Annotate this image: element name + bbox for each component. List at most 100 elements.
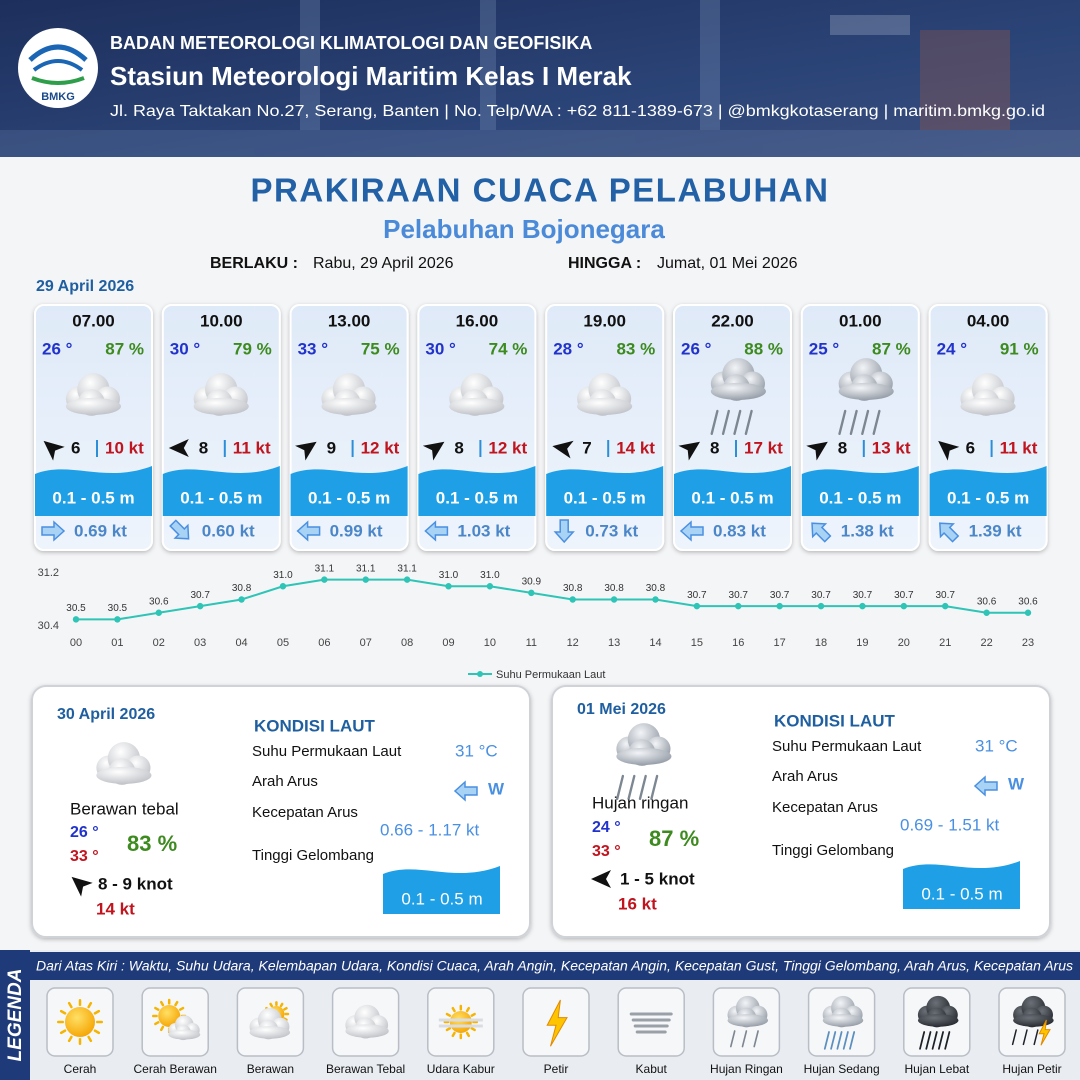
- forecast-time: 13.00: [328, 311, 371, 330]
- data-label: 31.0: [480, 570, 500, 581]
- legend-item-label: Petir: [544, 1062, 569, 1076]
- sea-label: Suhu Permukaan Laut: [252, 743, 402, 760]
- sun-ray: [159, 1000, 165, 1007]
- data-point: [817, 602, 825, 610]
- current-direction: W: [488, 779, 505, 798]
- data-label: 30.7: [190, 590, 210, 601]
- rain-drop: [638, 774, 647, 800]
- agency-name: BADAN METEOROLOGI KLIMATOLOGI DAN GEOFIS…: [110, 33, 592, 53]
- data-point: [403, 576, 411, 583]
- forecast-card: 10.00 30 ° 79 % 8 11 kt 0.1 - 0.5 m 0.60 kt: [161, 304, 281, 551]
- humidity: 91 %: [1000, 339, 1039, 358]
- current-speed: 1.03 kt: [457, 521, 510, 540]
- sun-ray: [93, 1029, 101, 1035]
- legend-item-label: Cerah: [64, 1062, 97, 1076]
- legend-description-bar: [30, 952, 1080, 980]
- gust-speed: 13 kt: [872, 438, 911, 457]
- rain-drop: [842, 1031, 849, 1050]
- rain-drop: [838, 409, 847, 435]
- cloud-icon: [249, 1007, 291, 1040]
- wave-height: 0.1 - 0.5 m: [921, 884, 1002, 903]
- rain-drop: [721, 409, 730, 435]
- wind-direction-arrow: [168, 439, 189, 457]
- legend-swatch-dot: [477, 671, 483, 677]
- data-point: [362, 576, 369, 583]
- legend-stripe: [0, 950, 30, 1080]
- x-tick-label: 11: [526, 637, 537, 649]
- rain-drop: [1022, 1029, 1028, 1046]
- sea-surface-temp: 31 °C: [455, 741, 498, 760]
- x-tick-label: 12: [567, 637, 579, 649]
- cloud-icon: [168, 1015, 201, 1041]
- wind-speed-range: 8 - 9 knot: [98, 874, 173, 893]
- wind-direction-arrow: [938, 440, 960, 461]
- data-point: [114, 616, 121, 623]
- data-point: [321, 576, 328, 583]
- wave-shape: [801, 466, 919, 516]
- data-point: [776, 602, 783, 610]
- forecast-time: 07.00: [72, 311, 115, 330]
- data-label: 30.7: [935, 590, 955, 601]
- current-direction-arrow: [973, 775, 998, 797]
- current-direction-arrow: [679, 520, 704, 542]
- rain-drop: [849, 1031, 856, 1050]
- day-date: 29 April 2026: [36, 278, 134, 295]
- cloud-base: [449, 397, 505, 415]
- rain-drop: [861, 409, 870, 435]
- legend-item-label: Hujan Petir: [1002, 1062, 1061, 1076]
- wind-speed: 9: [327, 438, 336, 457]
- data-label: 30.6: [977, 596, 997, 607]
- cloud-icon: [960, 373, 1016, 416]
- data-label: 30.5: [66, 603, 86, 614]
- current-speed: 1.38 kt: [841, 521, 894, 540]
- data-point: [445, 583, 452, 590]
- air-temperature: 26 °: [681, 339, 712, 358]
- gust-speed: 11 kt: [233, 438, 271, 457]
- gust-speed: 16 kt: [618, 894, 657, 913]
- cloud-base: [1013, 1014, 1054, 1027]
- wave-height: 0.1 - 0.5 m: [308, 488, 390, 507]
- legend-item: Berawan Tebal: [326, 987, 405, 1076]
- wave-shape: [383, 866, 500, 914]
- data-label: 30.7: [853, 590, 873, 601]
- weather-condition: Berawan tebal: [70, 799, 179, 818]
- sun-ray: [445, 1012, 452, 1017]
- cloud-icon: [1013, 995, 1054, 1028]
- cloud-base: [168, 1029, 201, 1040]
- sea-surface-temp: 31 °C: [975, 736, 1018, 755]
- data-point: [238, 596, 245, 603]
- x-tick-label: 17: [774, 637, 786, 649]
- rain-drop: [744, 409, 753, 435]
- data-point: [942, 602, 949, 610]
- rain-drop: [733, 409, 742, 435]
- data-label: 30.8: [604, 583, 624, 594]
- x-tick-label: 00: [70, 637, 82, 649]
- sun-ray: [470, 1012, 476, 1017]
- rain-drop: [823, 1031, 830, 1050]
- x-tick-label: 20: [898, 637, 910, 649]
- wind-direction-arrow: [71, 876, 93, 897]
- cloud-icon: [193, 373, 249, 416]
- cloud-base: [345, 1024, 389, 1038]
- legend-item-label: Hujan Ringan: [710, 1062, 783, 1076]
- rain-drop: [627, 774, 636, 800]
- sun-ray: [67, 1001, 73, 1009]
- header-scenery: [0, 0, 1080, 157]
- sea-label: Kecepatan Arus: [252, 804, 358, 821]
- data-label: 30.7: [687, 590, 707, 601]
- rain-drop: [1033, 1029, 1039, 1046]
- sea-label: Tinggi Gelombang: [772, 842, 894, 859]
- data-label: 30.7: [729, 590, 749, 601]
- cloud-icon: [345, 1004, 389, 1039]
- cloud-icon: [65, 373, 121, 416]
- data-label: 31.0: [273, 570, 293, 581]
- wind-speed: 6: [71, 438, 80, 457]
- rain-drop: [1011, 1029, 1017, 1046]
- cloud-base: [193, 397, 249, 415]
- data-point: [652, 596, 659, 603]
- lightning: [1038, 1019, 1051, 1046]
- current-direction-arrow: [553, 519, 575, 544]
- sun-ray: [67, 1035, 73, 1043]
- wave-shape: [674, 466, 791, 516]
